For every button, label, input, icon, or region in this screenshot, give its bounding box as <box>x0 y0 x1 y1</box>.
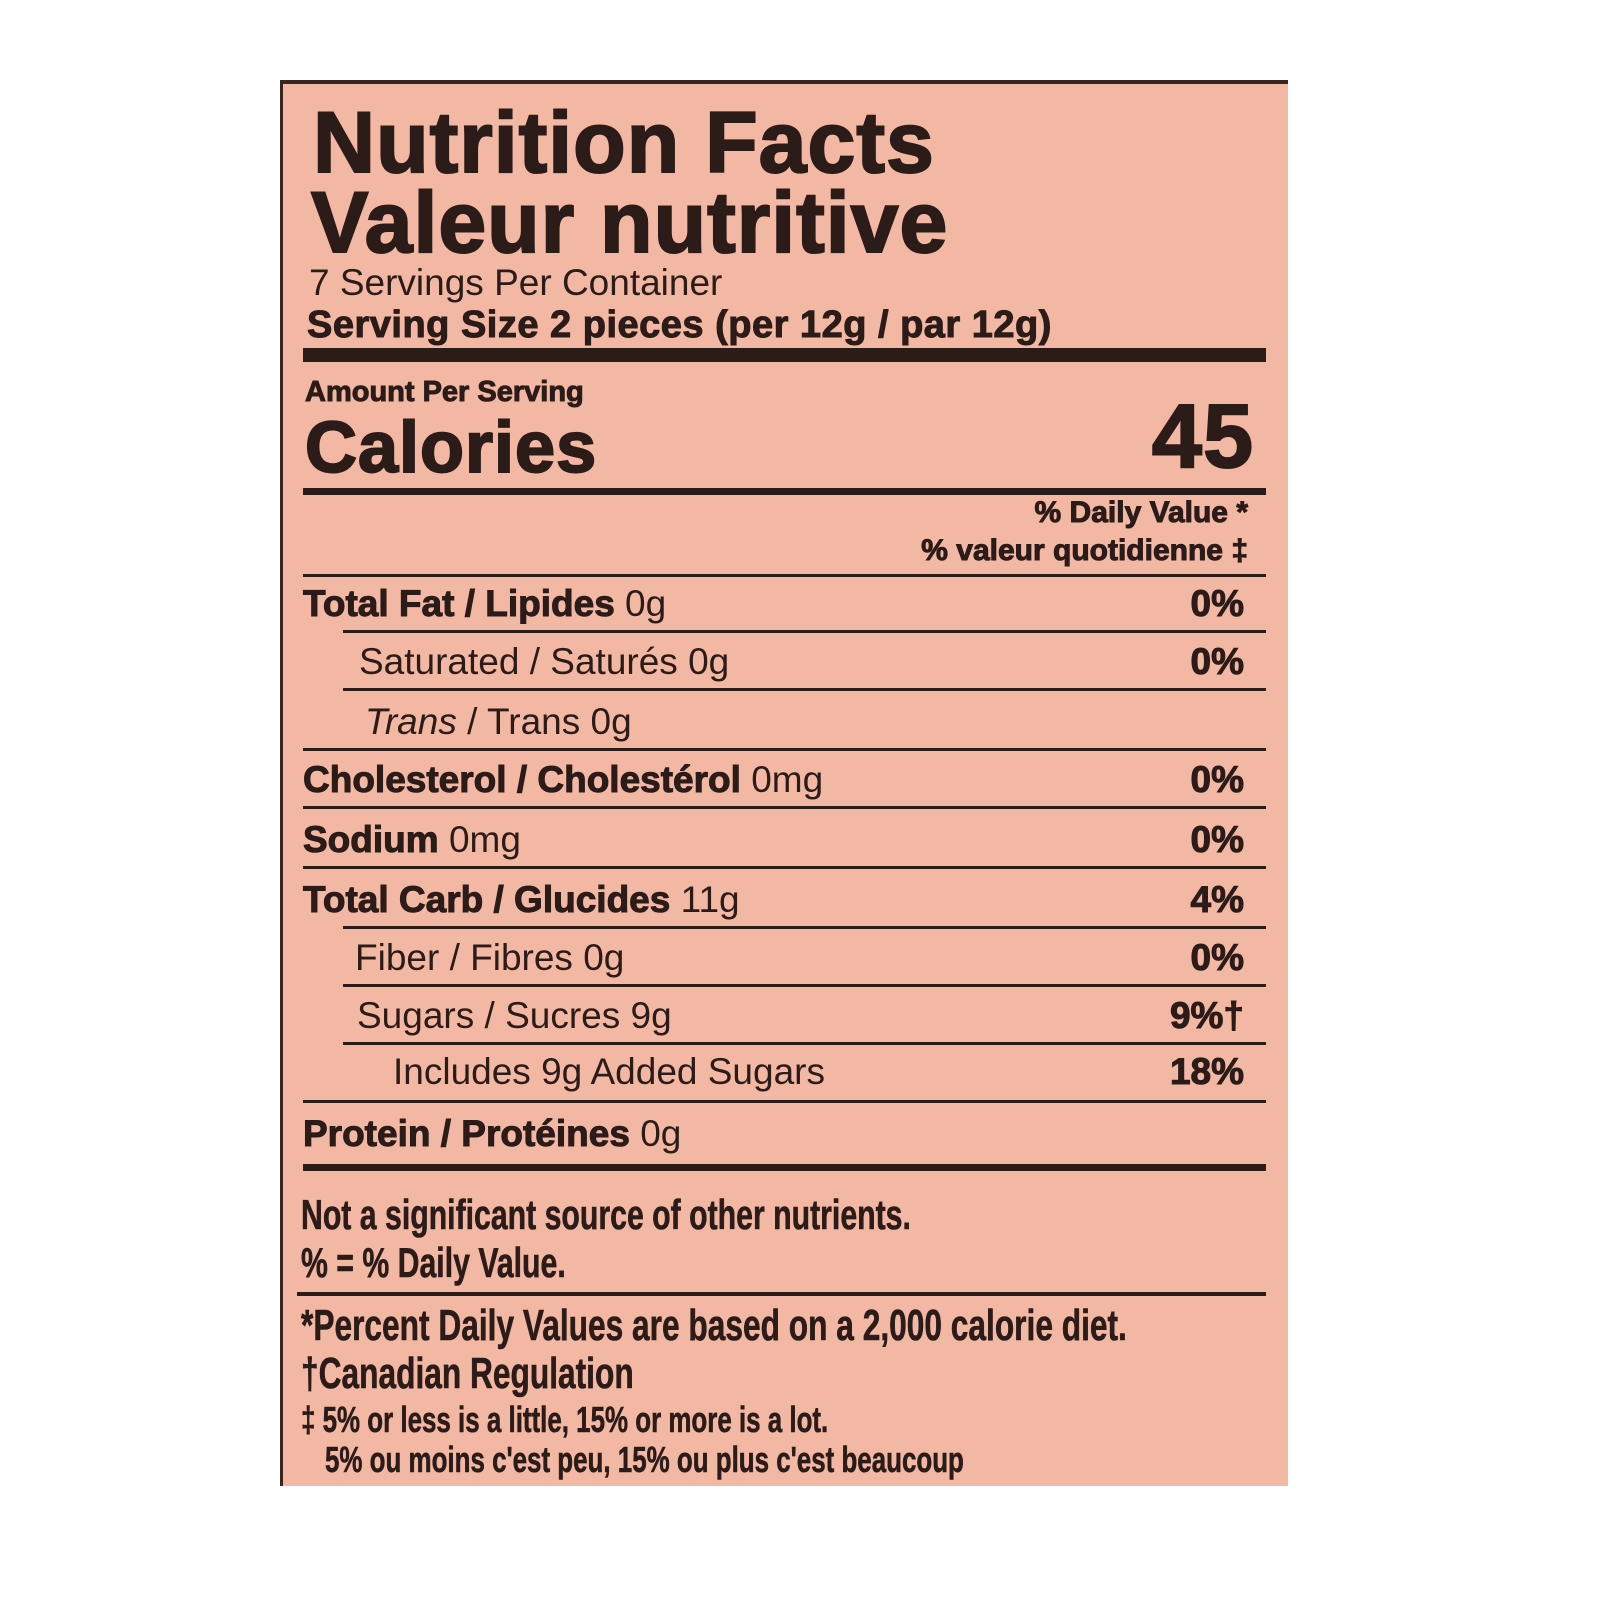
nutrient-label: Sodium 0mg <box>303 819 521 860</box>
daily-value-fr: % valeur quotidienne ‡ <box>921 534 1249 567</box>
title-en: Nutrition Facts <box>312 95 935 191</box>
nutrient-label: Saturated / Saturés 0g <box>359 642 729 682</box>
nutrient-label: Cholesterol / Cholestérol 0mg <box>303 759 824 800</box>
row-divider <box>303 748 1266 751</box>
little-lot-fr: 5% ou moins c'est peu, 15% ou plus c'est… <box>325 1439 964 1480</box>
nutrient-row: Cholesterol / Cholestérol 0mg 0% <box>303 759 1245 800</box>
nutrient-amount: 0g <box>614 583 667 624</box>
nutrition-label: Nutrition Facts Valeur nutritive 7 Servi… <box>280 80 1288 1486</box>
thick-divider <box>303 348 1266 362</box>
serving-size: Serving Size 2 pieces (per 12g / par 12g… <box>307 304 1052 346</box>
nutrient-daily-value: 9%† <box>1169 995 1244 1036</box>
nutrient-daily-value: 0% <box>1190 583 1244 624</box>
row-divider <box>343 630 1266 633</box>
nutrient-label: Total Carb / Glucides 11g <box>302 879 740 920</box>
nutrient-row: Fiber / Fibres 0g 0% <box>303 937 1245 978</box>
nutrient-amount: Sugars / Sucres 9g <box>357 995 672 1036</box>
nutrient-amount: 0g <box>629 1113 682 1154</box>
row-divider <box>303 866 1266 869</box>
percent-equals-note: % = % Daily Value. <box>301 1239 566 1286</box>
nutrient-daily-value: 18% <box>1169 1051 1244 1092</box>
nutrient-daily-value: 0% <box>1190 819 1244 860</box>
nutrient-daily-value: 4% <box>1190 879 1244 920</box>
row-divider <box>303 1100 1266 1103</box>
nutrient-name: Total Fat / Lipides <box>303 583 616 624</box>
nutrient-amount: Includes 9g Added Sugars <box>393 1051 825 1092</box>
nutrient-name: Protein / Protéines <box>303 1113 631 1154</box>
nutrient-row: Saturated / Saturés 0g 0% <box>303 641 1245 682</box>
row-divider <box>343 688 1266 691</box>
row-divider <box>303 806 1266 809</box>
nutrient-row: Total Fat / Lipides 0g 0% <box>303 583 1245 624</box>
nutrient-name-italic: Trans <box>365 701 457 742</box>
nutrient-amount: Fiber / Fibres 0g <box>355 937 625 978</box>
title-fr: Valeur nutritive <box>310 175 949 271</box>
row-divider <box>343 926 1266 929</box>
daily-value-en: % Daily Value * <box>1034 496 1248 529</box>
nutrient-amount: 0mg <box>438 819 521 860</box>
amount-per-serving: Amount Per Serving <box>305 376 585 408</box>
nutrient-name: Cholesterol / Cholestérol <box>303 759 742 800</box>
nutrient-row: Includes 9g Added Sugars 18% <box>303 1051 1245 1092</box>
nutrient-label: Total Fat / Lipides 0g <box>303 583 667 624</box>
row-divider <box>343 984 1266 987</box>
nutrient-name: Sodium <box>303 819 440 860</box>
nutrient-label: Fiber / Fibres 0g <box>355 938 624 978</box>
nutrient-name: Total Carb / Glucides <box>302 879 671 920</box>
divider <box>297 1292 1266 1296</box>
nutrient-daily-value: 0% <box>1190 937 1244 978</box>
nutrient-label: Sugars / Sucres 9g <box>357 996 672 1036</box>
nutrient-label: Includes 9g Added Sugars <box>393 1052 825 1092</box>
nutrient-row: Protein / Protéines 0g <box>303 1113 1244 1154</box>
little-lot-en: ‡ 5% or less is a little, 15% or more is… <box>301 1399 829 1440</box>
nutrient-amount: / Trans 0g <box>456 701 632 742</box>
canadian-regulation-note: †Canadian Regulation <box>301 1349 634 1398</box>
not-significant-note: Not a significant source of other nutrie… <box>301 1191 911 1238</box>
nutrient-amount: Saturated / Saturés 0g <box>359 641 730 682</box>
percent-dv-note: *Percent Daily Values are based on a 2,0… <box>301 1301 1127 1350</box>
nutrient-amount: 0mg <box>740 759 824 800</box>
nutrient-label: Protein / Protéines 0g <box>303 1113 682 1154</box>
nutrient-row: Sodium 0mg 0% <box>303 819 1245 860</box>
servings-per-container: 7 Servings Per Container <box>309 262 723 303</box>
medium-divider <box>303 1164 1266 1171</box>
nutrient-daily-value: 0% <box>1190 759 1244 800</box>
nutrient-row: Total Carb / Glucides 11g 4% <box>302 879 1244 920</box>
nutrient-row: Trans / Trans 0g <box>303 702 1244 742</box>
calories-label: Calories <box>304 408 598 488</box>
divider <box>303 574 1266 577</box>
nutrient-row: Sugars / Sucres 9g 9%† <box>303 995 1245 1036</box>
nutrient-label: Trans / Trans 0g <box>365 702 632 742</box>
calories-value: 45 <box>1151 387 1254 487</box>
medium-divider <box>303 488 1266 495</box>
nutrient-daily-value: 0% <box>1190 641 1244 682</box>
row-divider <box>343 1042 1266 1045</box>
nutrient-amount: 11g <box>670 879 740 920</box>
